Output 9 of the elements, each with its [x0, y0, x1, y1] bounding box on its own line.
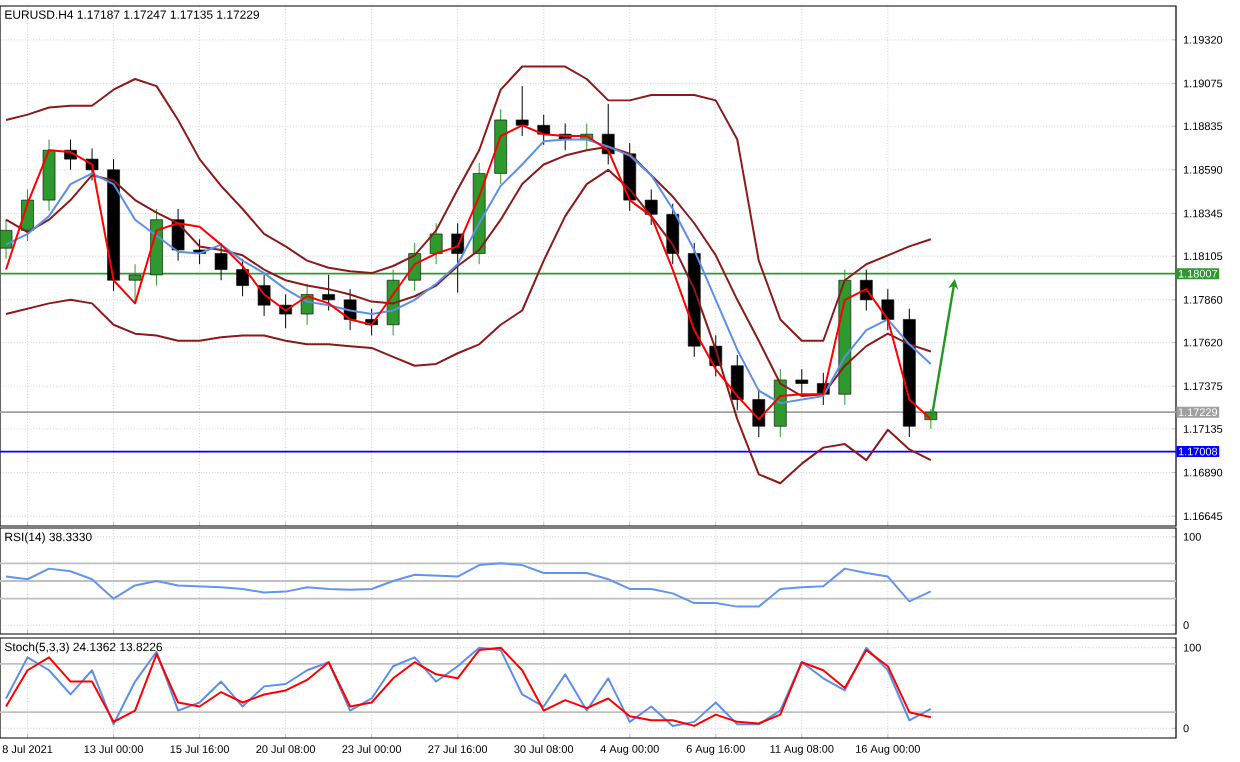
line-series	[5, 646, 932, 727]
candlestick	[214, 242, 228, 281]
candlestick	[515, 85, 529, 137]
candlestick	[730, 354, 744, 411]
candlestick	[429, 222, 443, 265]
candlestick	[236, 258, 249, 297]
candlestick	[881, 288, 895, 331]
candlestick	[322, 274, 335, 312]
candlestick	[795, 368, 809, 395]
